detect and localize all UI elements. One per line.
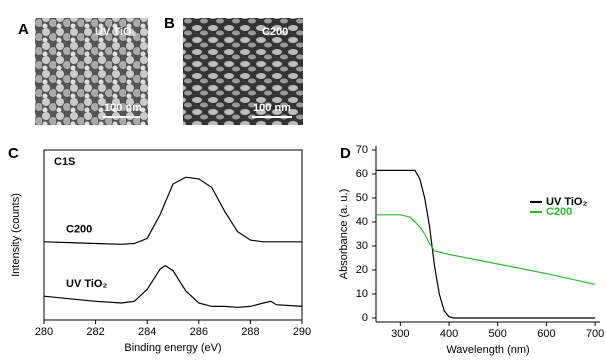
x-tick-label: 290 [293, 326, 311, 338]
y-tick-label: 0 [362, 312, 368, 324]
x-tick-label: 700 [586, 328, 604, 340]
y-tick-label: 60 [356, 168, 368, 180]
panel-label: C [8, 145, 19, 162]
panel-label: B [164, 15, 175, 32]
panel-label: A [18, 21, 29, 38]
y-axis-label: Intensity (counts) [10, 193, 22, 277]
x-tick-label: 300 [391, 328, 409, 340]
x-tick-label: 282 [86, 326, 104, 338]
scale-label: 100 nm [253, 102, 291, 114]
x-axis-label: Binding energy (eV) [124, 342, 221, 354]
data-line [376, 170, 595, 318]
image-caption: C200 [262, 26, 288, 38]
y-axis-label: Absorbance (a. u.) [338, 189, 350, 280]
x-tick-label: 500 [489, 328, 507, 340]
panel-label: D [340, 145, 351, 162]
x-tick-label: 400 [440, 328, 458, 340]
legend-label: C200 [546, 206, 572, 218]
y-tick-label: 10 [356, 288, 368, 300]
x-tick-label: 280 [35, 326, 53, 338]
x-tick-label: 288 [241, 326, 259, 338]
x-tick-label: 286 [190, 326, 208, 338]
data-line [376, 215, 595, 285]
series-label: C200 [66, 224, 92, 236]
x-tick-label: 284 [138, 326, 156, 338]
annotation: C1S [54, 156, 75, 168]
scale-label: 100 nm [104, 102, 142, 114]
image-caption: UV TiO₂ [95, 26, 136, 38]
y-tick-label: 30 [356, 240, 368, 252]
series-label: UV TiO₂ [66, 278, 107, 290]
figure: A B UV TiO₂ C200 100 nm 100 nm C 280 282 28… [0, 0, 606, 356]
y-tick-label: 50 [356, 192, 368, 204]
x-tick-label: 600 [537, 328, 555, 340]
y-tick-label: 20 [356, 264, 368, 276]
y-tick-label: 40 [356, 216, 368, 228]
x-axis-label: Wavelength (nm) [446, 344, 529, 356]
y-tick-label: 70 [356, 144, 368, 156]
